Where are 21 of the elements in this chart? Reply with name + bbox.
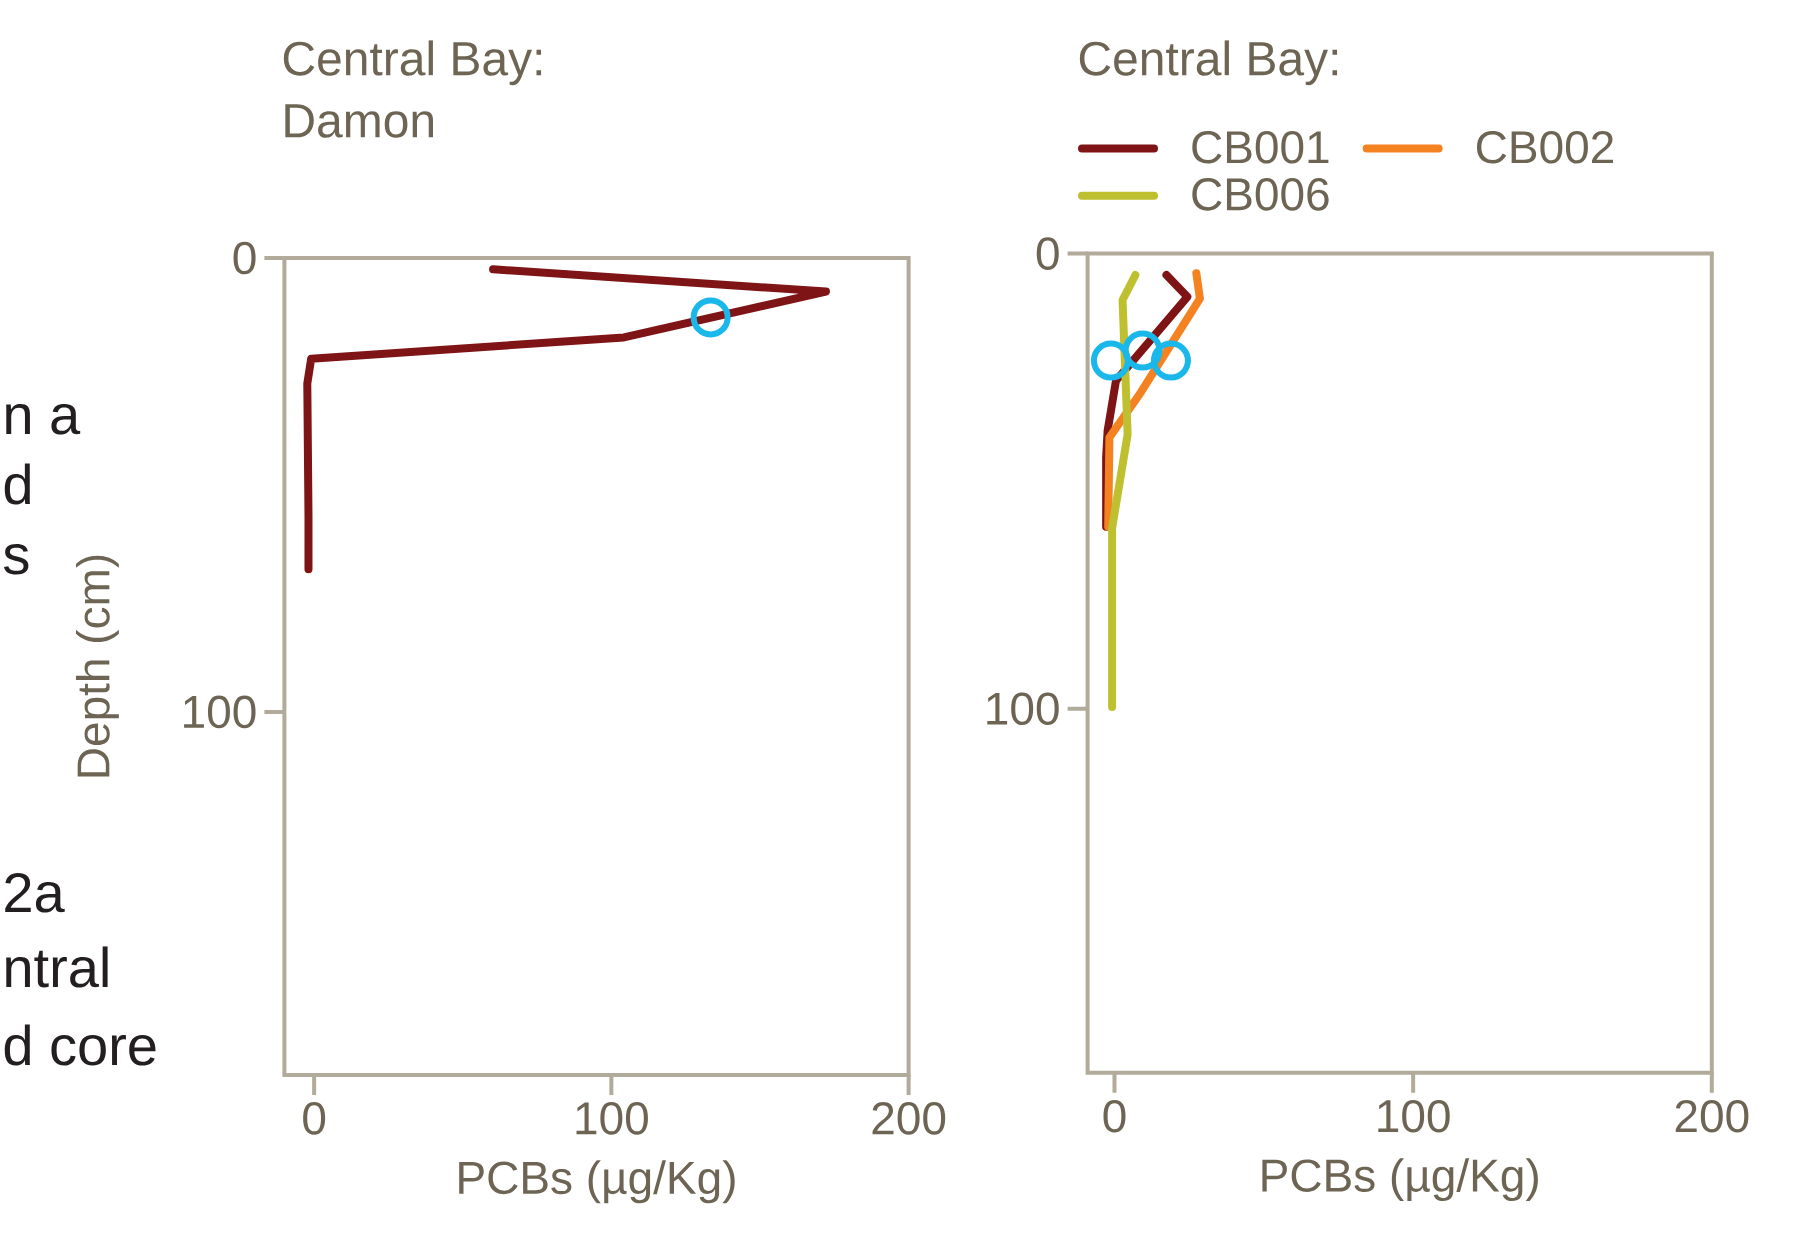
text: n a xyxy=(6,403,81,435)
chart-subtitle: Damon xyxy=(285,104,434,138)
text: s xyxy=(3,543,29,575)
chart-title: Central Bay: xyxy=(1079,40,1338,86)
x-tick-label: 100 xyxy=(576,1102,648,1135)
text: ntral xyxy=(6,946,108,988)
x-tick-label: 100 xyxy=(1378,1099,1450,1133)
text: d xyxy=(4,463,30,505)
text: d core xyxy=(4,1024,156,1066)
legend-label: CB001 xyxy=(1192,130,1329,164)
x-tick-label: 0 xyxy=(303,1102,326,1135)
x-tick-label: 200 xyxy=(872,1102,946,1135)
chart-title: Central Bay: xyxy=(283,40,542,86)
legend-label: CB006 xyxy=(1192,178,1329,211)
x-axis-title: PCBs (µg/Kg) xyxy=(1262,1158,1538,1202)
x-tick-label: 200 xyxy=(1675,1099,1749,1133)
x-axis-title: PCBs (µg/Kg) xyxy=(459,1160,735,1204)
legend-label: CB002 xyxy=(1476,130,1613,164)
text: 2a xyxy=(5,872,65,913)
y-axis-title: Depth (cm) xyxy=(75,555,119,777)
x-tick-label: 0 xyxy=(1103,1099,1126,1133)
